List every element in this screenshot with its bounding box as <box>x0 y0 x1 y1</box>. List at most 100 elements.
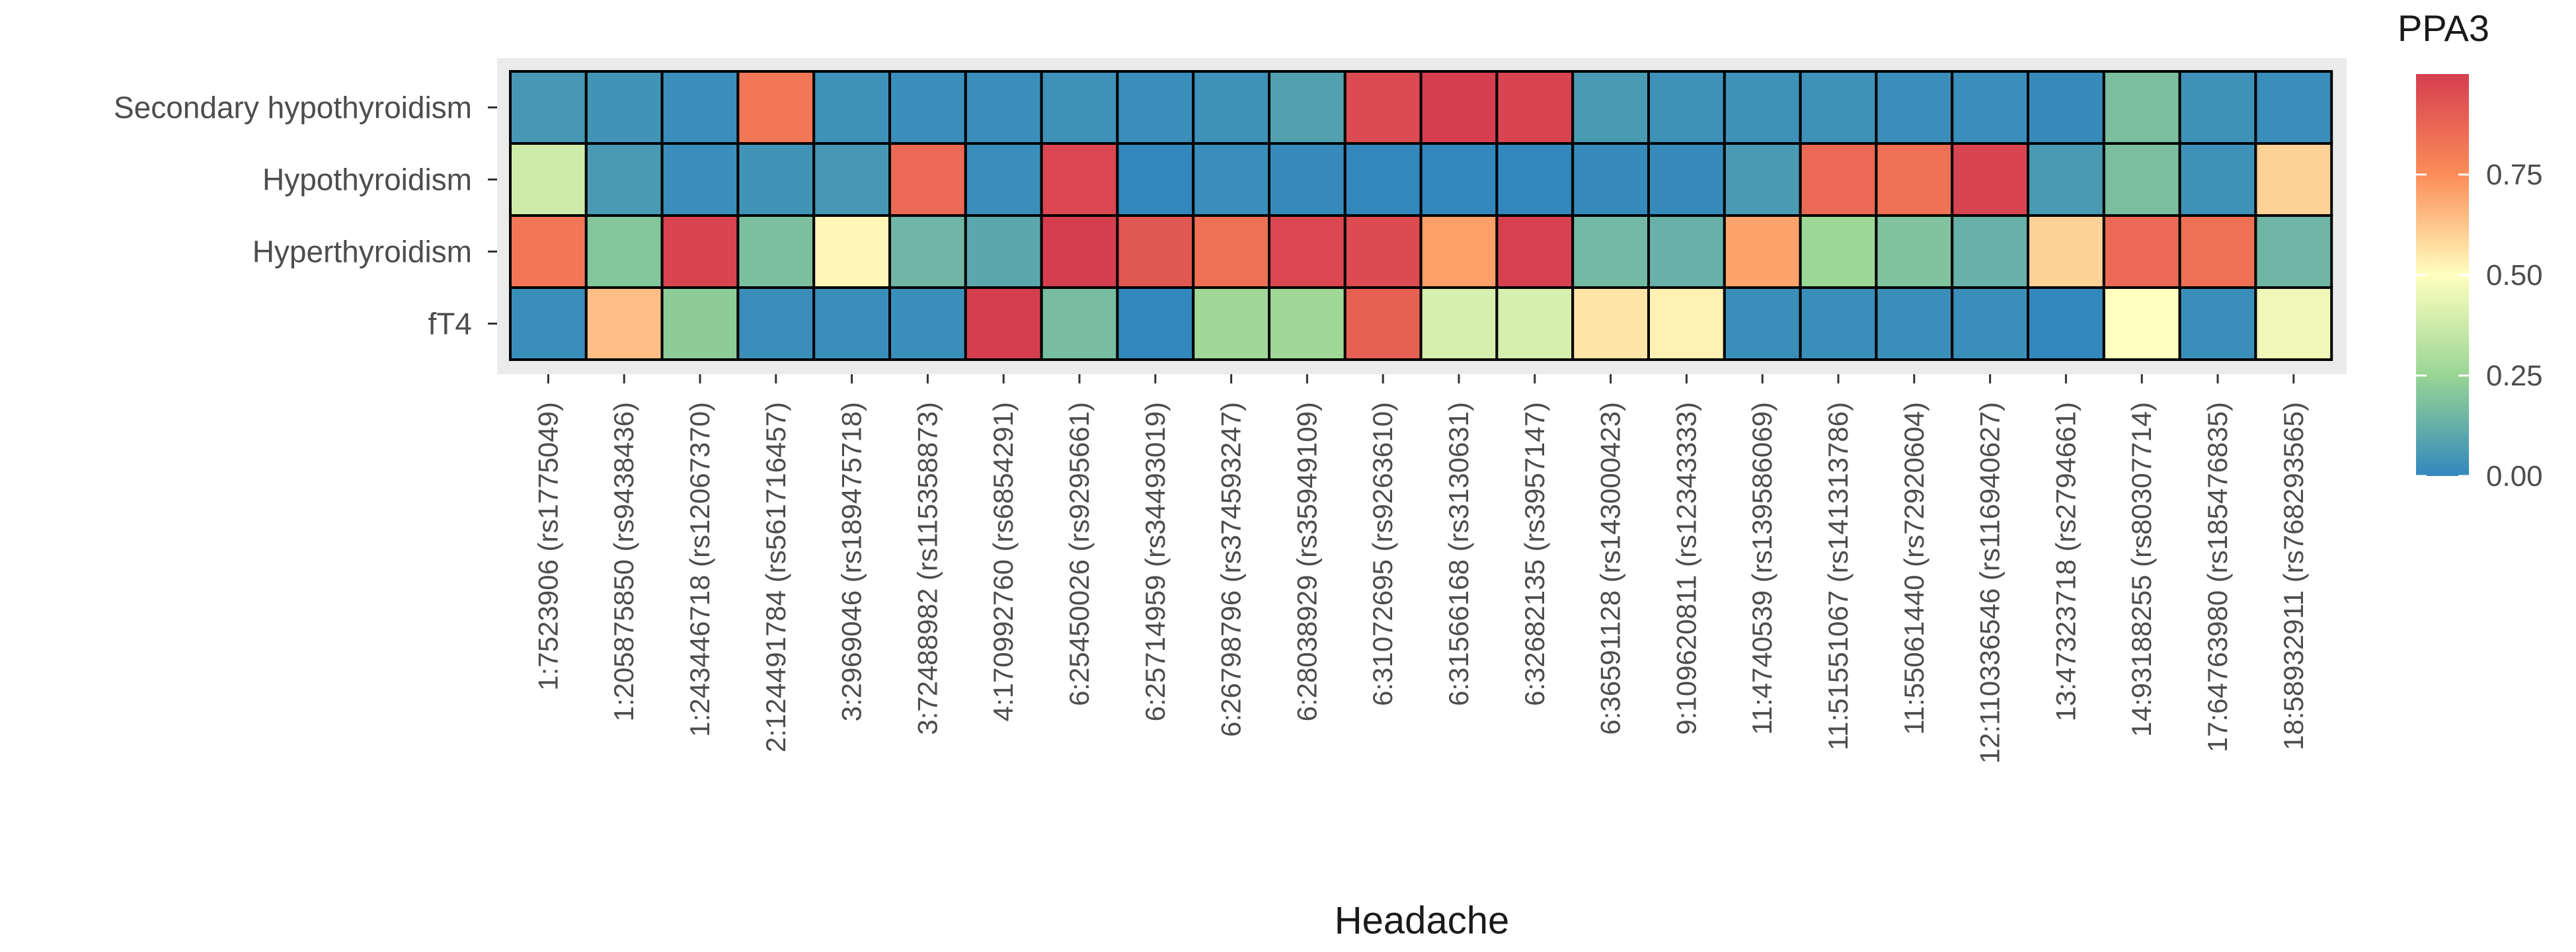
heatmap-cell <box>1116 142 1195 217</box>
heatmap-cell <box>2027 286 2105 361</box>
heatmap-cell <box>509 142 588 217</box>
column-label: 13:47323718 (rs2794661) <box>2050 402 2081 721</box>
heatmap-cell <box>1799 286 1878 361</box>
legend-tick-label: 0.75 <box>2486 159 2543 191</box>
heatmap-cell <box>2254 214 2333 289</box>
legend-tick-label: 0.00 <box>2486 460 2543 493</box>
heatmap-cell <box>964 142 1043 217</box>
heatmap-cell <box>1647 70 1726 145</box>
heatmap-cell <box>1192 214 1270 289</box>
column-label: 11:4740539 (rs139586069) <box>1746 402 1777 735</box>
column-label: 1:205875850 (rs9438436) <box>608 402 639 721</box>
heatmap-cell <box>1419 286 1499 361</box>
heatmap-cell <box>1040 286 1119 361</box>
heatmap-cell <box>1723 70 1802 145</box>
heatmap-cell <box>964 70 1043 145</box>
heatmap-cell <box>1799 214 1878 289</box>
heatmap-cell <box>1571 286 1650 361</box>
column-label: 6:32682135 (rs3957147) <box>1519 402 1550 706</box>
heatmap-cell <box>584 286 664 361</box>
heatmap-cell <box>1951 214 2029 289</box>
heatmap-cell <box>964 214 1043 289</box>
column-label: 6:25450026 (rs9295661) <box>1064 402 1095 706</box>
heatmap-cell <box>2254 286 2333 361</box>
heatmap-cell <box>1495 70 1575 145</box>
heatmap-cell <box>2102 142 2181 217</box>
heatmap-cell <box>1268 214 1347 289</box>
legend-title: PPA3 <box>2398 7 2489 49</box>
heatmap-cell <box>1343 286 1423 361</box>
heatmap-cell <box>736 70 816 145</box>
heatmap-cell <box>736 214 816 289</box>
heatmap-cell <box>1116 70 1195 145</box>
heatmap-cell <box>1571 214 1650 289</box>
heatmap-cell <box>964 286 1043 361</box>
column-label: 6:31566168 (rs3130631) <box>1443 402 1474 706</box>
heatmap-cell <box>1951 142 2029 217</box>
heatmap-cell <box>1040 70 1119 145</box>
row-label: Secondary hypothyroidism <box>114 91 472 125</box>
heatmap-cell <box>2178 70 2257 145</box>
heatmap-cell <box>1571 70 1650 145</box>
column-label: 6:28038929 (rs35949109) <box>1291 402 1322 721</box>
column-label: 11:55061440 (rs72920604) <box>1898 402 1930 735</box>
legend-ticks: 0.00 0.25 0.50 0.75 <box>2416 159 2543 493</box>
heatmap-cell <box>1647 214 1726 289</box>
heatmap-cell <box>1723 214 1802 289</box>
heatmap-cell <box>660 214 740 289</box>
heatmap-cell <box>1875 70 1954 145</box>
column-label: 1:7523906 (rs1775049) <box>532 402 563 691</box>
heatmap-cell <box>1268 70 1347 145</box>
heatmap-cell <box>1192 142 1270 217</box>
heatmap-cell <box>1799 142 1878 217</box>
heatmap-cell <box>1419 70 1499 145</box>
heatmap-cell <box>812 142 891 217</box>
heatmap-cell <box>2027 142 2105 217</box>
heatmap-cell <box>812 286 891 361</box>
heatmap-cell <box>888 286 967 361</box>
heatmap-cell <box>1647 286 1726 361</box>
heatmap-cell <box>1951 286 2029 361</box>
heatmap-cell <box>1419 214 1499 289</box>
heatmap-cell <box>1799 70 1878 145</box>
column-label: 1:243446718 (rs12067370) <box>684 402 715 737</box>
heatmap-cell <box>660 286 740 361</box>
heatmap-cell <box>1951 70 2029 145</box>
heatmap-cell <box>509 214 588 289</box>
color-legend: PPA3 0.00 0.25 0.50 0.75 <box>2398 7 2543 493</box>
column-label: 3:2969046 (rs189475718) <box>836 402 867 721</box>
heatmap-cell <box>1343 142 1423 217</box>
heatmap-cell <box>1647 142 1726 217</box>
heatmap-cell <box>1875 142 1954 217</box>
heatmap-cell <box>888 142 967 217</box>
heatmap-cell <box>1723 286 1802 361</box>
heatmap-cell <box>2102 70 2181 145</box>
heatmap-cell <box>736 286 816 361</box>
column-label: 6:25714959 (rs34493019) <box>1140 402 1171 721</box>
column-label: 11:51551067 (rs141313786) <box>1822 402 1854 750</box>
heatmap-cell <box>584 70 664 145</box>
heatmap-cell <box>2178 286 2257 361</box>
heatmap-cell <box>1875 214 1954 289</box>
heatmap-cell <box>1192 70 1270 145</box>
heatmap-cell <box>1495 286 1575 361</box>
heatmap-cell <box>1419 142 1499 217</box>
column-label: 17:64763980 (rs185476835) <box>2202 402 2233 752</box>
heatmap-cell <box>1343 214 1423 289</box>
heatmap-cell <box>2027 214 2105 289</box>
column-label: 3:72488982 (rs115358873) <box>912 402 943 735</box>
heatmap-cell <box>888 70 967 145</box>
heatmap-cell <box>1268 286 1347 361</box>
heatmap-cell <box>2102 214 2181 289</box>
heatmap-cell <box>584 214 664 289</box>
heatmap-cell <box>1495 214 1575 289</box>
x-axis-title: Headache <box>1335 899 1509 942</box>
heatmap-cell <box>584 142 664 217</box>
heatmap-cell <box>2254 142 2333 217</box>
heatmap-cell <box>888 214 967 289</box>
heatmap-cell <box>2254 70 2333 145</box>
column-label: 6:36591128 (rs143000423) <box>1595 402 1626 735</box>
column-label: 14:93188255 (rs80307714) <box>2126 402 2157 737</box>
heatmap-cell <box>660 70 740 145</box>
heatmap-cell <box>509 70 588 145</box>
